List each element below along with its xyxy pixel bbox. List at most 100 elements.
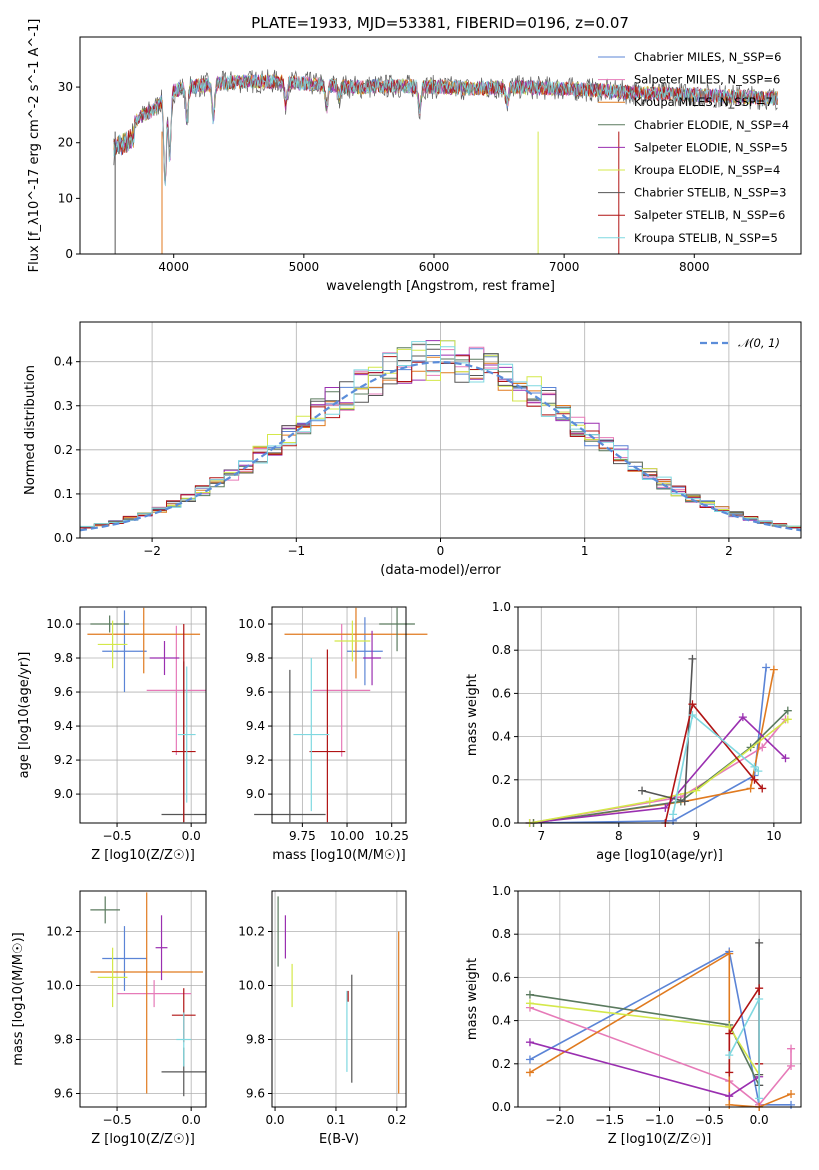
weight-z-axes-y-tick: 0.6 [492,970,511,984]
weight-line-kroupa_stelib [672,713,759,815]
age-z-axes-y-tick: 9.6 [54,685,73,699]
weight-age-axes-y-tick: 0.2 [492,773,511,787]
age-z-axes: −0.5 0.0 9.0 9.2 9.4 9.6 9.8 10.0 Z [log10(Z/Z☉)… [17,606,207,863]
residual-y-tick: 0.2 [54,443,73,457]
weight-marker-kroupa_stelib [750,762,759,771]
weight-marker-salpeter_elodie [725,1092,734,1101]
residual-x-tick: 0 [437,544,445,558]
weight-marker-kroupa_stelib [688,711,697,719]
mass-ebv-axes-x-tick: 0.1 [326,1113,345,1127]
mass-z-axes-y-tick: 9.8 [54,1033,73,1047]
weight-marker-chabrier_miles [762,663,771,672]
mass-ebv-axes-y-tick: 9.8 [246,1033,265,1047]
x-axis-label: wavelength [Angstrom, rest frame] [326,279,555,294]
weight-age-axes-y-tick: 0.6 [492,686,511,700]
y-axis-label: age [log10(age/yr)] [17,652,32,779]
residual-y-tick: 0.3 [54,399,73,413]
weight-marker-salpeter_miles [758,743,767,752]
mass-ebv-axes-x-tick: 0.0 [265,1113,284,1127]
legend-label: Chabrier MILES, N_SSP=6 [634,50,781,64]
legend-label: Chabrier STELIB, N_SSP=3 [634,186,786,200]
y-axis-label: Flux [f_λ10^-17 erg cm^-2 s^-1 A^-1] [27,19,42,273]
mass-ebv-axes: 0.0 0.1 0.2 9.6 9.8 10.0 10.2 E(B-V) [238,890,407,1147]
age-mass-axes-y-tick: 9.4 [246,719,265,733]
spectrum-y-tick: 30 [58,80,73,94]
gaussian-curve [79,360,802,532]
weight-line-kroupa_elodie [529,718,789,824]
age-z-axes-y-tick: 9.2 [54,753,73,767]
weight-z-axes: −2.0 −1.5 −1.0 −0.5 0.0 0.0 0.2 0.4 0.6 0.8 1.0 Z [… [465,884,802,1147]
weight-z-axes-x-tick: −0.5 [695,1113,724,1127]
spectrum-x-tick: 4000 [158,260,189,274]
mass-ebv-axes-y-tick: 10.0 [238,979,265,993]
axes-frame [271,606,407,824]
y-axis-label: Normed distribution [23,365,38,495]
mass-z-axes-x-tick: 0.0 [182,1113,201,1127]
x-axis-label: (data-model)/error [380,563,501,578]
residual-y-tick: 0.4 [54,355,73,369]
weight-marker-salpeter_stelib [755,984,764,993]
age-mass-axes-x-tick: 10.00 [330,829,364,843]
legend-label: Chabrier ELODIE, N_SSP=4 [634,118,789,132]
legend-label: Salpeter STELIB, N_SSP=6 [634,208,785,222]
weight-marker-salpeter_elodie [738,713,747,722]
spectrum-x-tick: 8000 [679,260,710,274]
age-mass-axes-y-tick: 9.2 [246,753,265,767]
weight-marker-salpeter_stelib [725,1068,734,1077]
weight-z-axes-y-tick: 1.0 [492,884,511,898]
weight-marker-salpeter_miles [787,1061,796,1070]
weight-marker-chabrier_stelib [688,654,697,663]
weight-z-axes-x-tick: 0.0 [750,1113,769,1127]
weight-z-axes-y-tick: 0.8 [492,927,511,941]
weight-marker-chabrier_elodie [525,990,534,999]
age-z-axes-y-tick: 10.0 [46,617,73,631]
weight-marker-chabrier_stelib [755,938,764,947]
weight-age-axes-x-tick: 7 [537,829,545,843]
spectrum-line-kroupa_stelib [113,73,778,187]
weight-marker-salpeter_elodie [525,1038,534,1047]
weight-age-axes-y-tick: 0.4 [492,730,511,744]
weight-age-axes: 7 8 9 10 0.0 0.2 0.4 0.6 0.8 1.0 age [log10(age/yr… [465,600,802,863]
weight-age-axes-x-tick: 8 [615,829,623,843]
weight-marker-kroupa_miles [525,1068,534,1077]
legend-label: Kroupa MILES, N_SSP=7 [634,95,773,109]
residual-hist-kroupa_stelib [79,341,802,530]
axes-frame [79,890,207,1108]
gauss-legend-label: 𝒩(0, 1) [738,336,780,350]
spectrum-axes: 4000 5000 6000 7000 8000 0 10 20 30 wavelength [A… [27,19,802,294]
weight-marker-kroupa_miles [787,1090,796,1099]
weight-marker-salpeter_miles [787,1044,796,1053]
y-axis-label: mass weight [465,674,480,756]
axes-frame [517,606,802,824]
age-mass-axes-y-tick: 9.0 [246,787,265,801]
residual-x-tick: 2 [725,544,733,558]
legend-label: Salpeter MILES, N_SSP=6 [634,73,780,87]
axes-frame [271,890,407,1108]
legend-label: Salpeter ELODIE, N_SSP=5 [634,140,788,154]
weight-marker-salpeter_stelib [725,1029,734,1038]
age-z-axes-y-tick: 9.8 [54,651,73,665]
weight-age-axes-y-tick: 1.0 [492,600,511,614]
weight-marker-kroupa_elodie [692,786,701,795]
weight-age-axes-x-tick: 9 [693,829,701,843]
x-axis-label: E(B-V) [319,1132,359,1147]
weight-age-axes-y-tick: 0.0 [492,816,511,830]
weight-marker-salpeter_elodie [781,754,790,763]
weight-marker-salpeter_stelib [688,700,697,709]
weight-line-chabrier_miles [529,667,767,824]
weight-z-axes-x-tick: −1.5 [595,1113,624,1127]
mass-ebv-axes-x-tick: 0.2 [387,1113,406,1127]
age-mass-axes-y-tick: 9.6 [246,685,265,699]
weight-marker-chabrier_miles [525,1055,534,1064]
weight-marker-chabrier_miles [787,1100,796,1109]
weight-marker-chabrier_elodie [783,706,792,715]
weight-marker-kroupa_stelib [755,1094,764,1103]
weight-z-axes-x-tick: −2.0 [545,1113,574,1127]
age-mass-axes: 9.75 10.00 10.25 9.0 9.2 9.4 9.6 9.8 10.0 mass [l… [238,606,428,863]
mass-ebv-axes-y-tick: 9.6 [246,1087,265,1101]
residual-y-tick: 0.1 [54,487,73,501]
mass-z-axes: −0.5 0.0 9.6 9.8 10.0 10.2 Z [log10(Z/Z☉)] mass… [11,890,207,1147]
age-mass-axes-x-tick: 10.25 [375,829,409,843]
weight-marker-chabrier_stelib [638,786,647,795]
